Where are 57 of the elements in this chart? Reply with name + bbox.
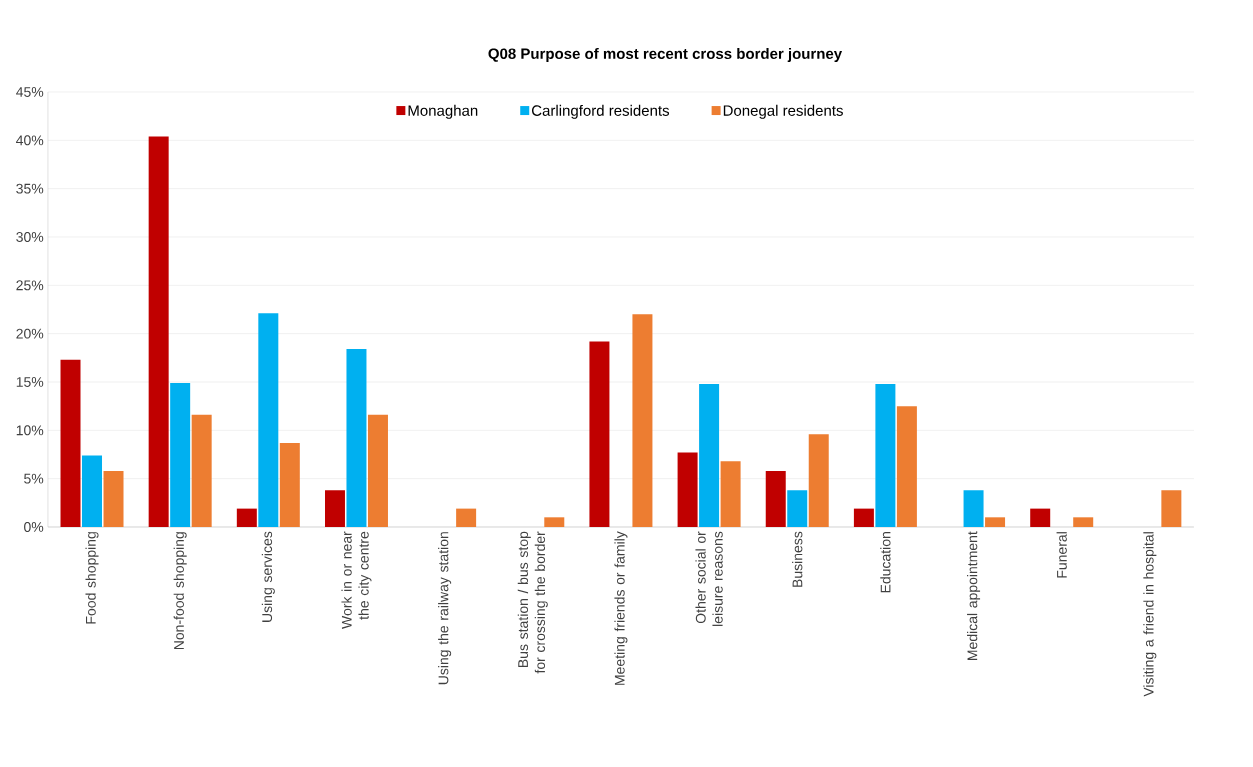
y-tick-label: 20% [16,328,44,339]
y-tick-label: 25% [16,280,44,291]
y-tick-label: 5% [24,473,44,484]
bar [896,406,917,527]
bar [699,383,720,527]
x-tick-label: Work in or near the city centre [341,531,372,629]
y-tick-label: 35% [16,183,44,194]
x-tick-label: Funeral [1056,532,1067,578]
x-tick-label: Using the railway station [438,532,452,685]
bar [787,490,808,527]
x-tick-label: Medical appointment [967,531,981,660]
bar [258,313,279,527]
y-tick-label: 40% [16,135,44,146]
legend-label: Monaghan [408,104,478,119]
bar [367,414,388,527]
bar [60,359,81,527]
y-tick-label: 0% [24,522,44,532]
chart-title: Q08 Purpose of most recent cross border journey [488,47,843,62]
bar [853,508,874,527]
bar [82,455,103,527]
bar [720,461,741,527]
y-tick-label: 15% [16,377,44,387]
x-tick-label: Education [880,532,891,593]
bar [1161,490,1182,527]
bar [170,382,191,527]
bar [279,442,300,527]
x-tick-label: Meeting friends or family [614,531,628,685]
bar [985,517,1006,527]
x-tick-label: Other social or leisure reasons [695,531,723,626]
bar [544,517,565,527]
bar [148,136,169,527]
legend-label: Donegal residents [723,104,843,119]
bar [324,490,345,527]
bar [236,508,257,527]
x-tick-label: Bus station / bus stop for crossing the border [517,531,548,674]
bar [677,452,698,527]
bar [632,314,653,527]
bar [808,434,829,527]
bar [346,349,367,527]
legend-label: Carlingford residents [531,104,670,119]
bar [1030,508,1051,527]
bar [963,490,984,527]
bar [1073,517,1094,527]
bar [103,470,124,527]
x-tick-label: Business [792,531,803,587]
bar [875,383,896,527]
bar [191,414,212,527]
x-tick-label: Using services [261,531,275,622]
bar [589,341,610,527]
x-tick-label: Visiting a friend in hospital [1143,532,1157,697]
bar [765,470,786,527]
x-tick-label: Non-food shopping [173,532,187,650]
y-tick-label: 10% [16,425,44,436]
y-tick-label: 30% [16,232,44,242]
bar [456,508,477,527]
y-tick-label: 45% [16,87,44,97]
x-tick-label: Food shopping [85,532,99,624]
